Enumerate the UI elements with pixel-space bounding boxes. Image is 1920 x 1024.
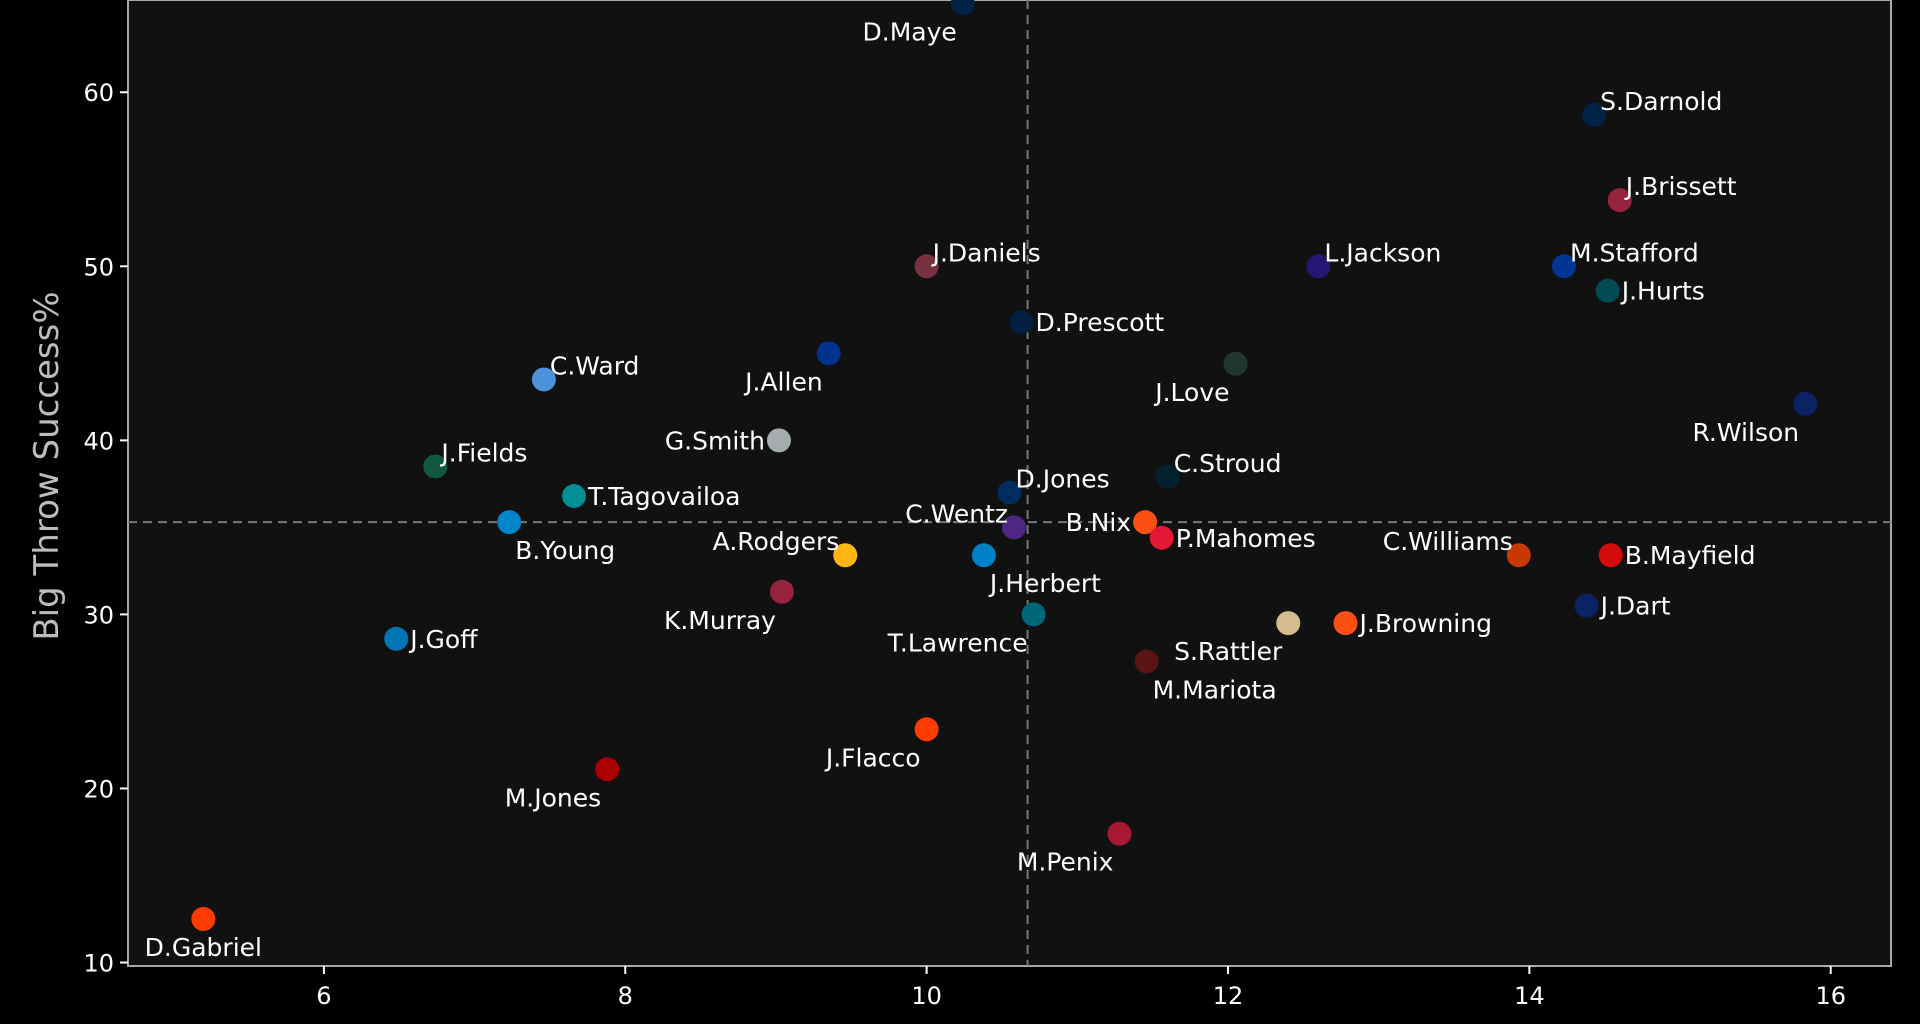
- point-label: J.Herbert: [988, 569, 1101, 598]
- reference-lines: [128, 0, 1891, 966]
- point-label: D.Maye: [863, 17, 957, 46]
- data-point: [914, 254, 939, 279]
- data-point: [497, 510, 522, 535]
- point-label: M.Mariota: [1153, 675, 1277, 704]
- point-label: J.Browning: [1358, 609, 1492, 638]
- point-label: J.Allen: [743, 367, 823, 396]
- point-label: C.Wentz: [905, 499, 1008, 528]
- data-point: [1002, 515, 1027, 540]
- point-label: G.Smith: [665, 426, 765, 455]
- point-label: J.Brissett: [1624, 172, 1737, 201]
- point-label: J.Love: [1153, 378, 1229, 407]
- y-tick-label: 60: [83, 79, 114, 107]
- y-tick-label: 30: [83, 601, 114, 629]
- y-axis-title: Big Throw Success%: [27, 291, 67, 640]
- x-tick-label: 6: [316, 982, 331, 1010]
- x-tick-label: 12: [1213, 982, 1244, 1010]
- data-point: [531, 367, 556, 392]
- data-point: [1134, 649, 1159, 674]
- point-label: B.Nix: [1066, 508, 1132, 537]
- x-tick-label: 10: [911, 982, 942, 1010]
- point-label: L.Jackson: [1324, 238, 1441, 267]
- point-label: T.Tagovailoa: [587, 482, 741, 511]
- x-tick-label: 14: [1514, 982, 1545, 1010]
- data-point: [1582, 102, 1607, 127]
- point-label: A.Rodgers: [713, 527, 840, 556]
- data-point: [1133, 510, 1158, 535]
- data-point: [816, 341, 841, 366]
- data-point: [1223, 351, 1248, 376]
- y-axis: 10 20 30 40 50 60: [83, 79, 128, 978]
- point-label: M.Stafford: [1570, 238, 1699, 267]
- point-label: C.Stroud: [1174, 449, 1282, 478]
- point-label: D.Gabriel: [145, 933, 262, 962]
- data-point: [997, 480, 1022, 505]
- data-point: [1574, 593, 1599, 618]
- data-point: [1333, 611, 1358, 636]
- point-label: B.Mayfield: [1625, 541, 1756, 570]
- data-point: [971, 543, 996, 568]
- point-label: D.Prescott: [1036, 308, 1165, 337]
- data-point: [562, 484, 587, 509]
- point-label: J.Daniels: [931, 238, 1041, 267]
- point-label: R.Wilson: [1692, 418, 1799, 447]
- point-label: B.Young: [515, 536, 615, 565]
- point-label: D.Jones: [1016, 465, 1110, 494]
- y-tick-label: 40: [83, 427, 114, 455]
- x-axis: 6 8 10 12 14 16: [316, 966, 1846, 1010]
- point-label: J.Hurts: [1620, 277, 1705, 306]
- point-label: T.Lawrence: [887, 628, 1028, 657]
- point-label: C.Ward: [550, 351, 640, 380]
- point-label: J.Dart: [1599, 592, 1671, 621]
- point-label: J.Flacco: [824, 743, 921, 772]
- data-point: [384, 626, 409, 651]
- y-tick-label: 50: [83, 253, 114, 281]
- data-point: [1607, 188, 1632, 213]
- y-tick-label: 10: [83, 950, 114, 978]
- data-point: [1009, 310, 1034, 334]
- point-label: S.Darnold: [1600, 87, 1722, 116]
- data-point: [1595, 278, 1620, 303]
- data-points: D.Maye S.Darnold J.Brissett J.Daniels L.Jack…: [145, 0, 1818, 962]
- data-point: [1149, 525, 1174, 550]
- data-point: [1107, 821, 1132, 846]
- point-label: M.Penix: [1017, 848, 1114, 877]
- data-point: [1552, 254, 1577, 279]
- data-point: [833, 543, 858, 568]
- data-point: [1598, 543, 1623, 568]
- data-point: [914, 717, 939, 742]
- x-tick-label: 8: [618, 982, 633, 1010]
- data-point: [1276, 611, 1301, 636]
- data-point: [769, 579, 794, 604]
- data-point: [423, 454, 448, 479]
- data-point: [1155, 464, 1180, 489]
- data-point: [1306, 254, 1331, 279]
- point-label: S.Rattler: [1174, 637, 1283, 666]
- data-point: [1021, 602, 1046, 627]
- data-point: [1793, 391, 1818, 416]
- point-label: K.Murray: [664, 606, 776, 635]
- point-label: J.Goff: [408, 625, 478, 654]
- data-point: [191, 907, 216, 932]
- point-label: C.Williams: [1383, 527, 1513, 556]
- y-tick-label: 20: [83, 775, 114, 803]
- point-label: M.Jones: [505, 783, 601, 812]
- point-label: J.Fields: [439, 438, 527, 467]
- x-tick-label: 16: [1815, 982, 1846, 1010]
- data-point: [1506, 543, 1531, 568]
- data-point: [766, 428, 791, 453]
- data-point: [950, 0, 975, 16]
- data-point: [595, 757, 620, 782]
- point-label: P.Mahomes: [1176, 524, 1316, 553]
